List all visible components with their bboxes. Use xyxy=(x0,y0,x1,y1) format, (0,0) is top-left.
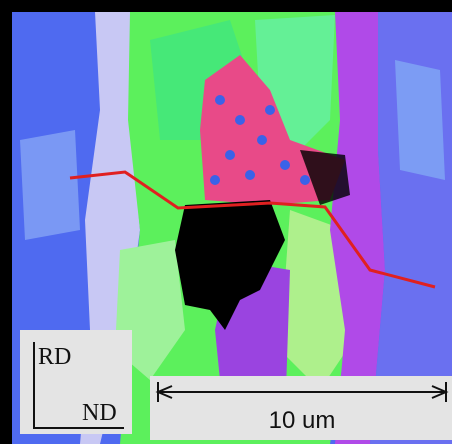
scale-label: 10 um xyxy=(269,407,336,434)
page: RD ND 10 um (() => { const data = JSON.p… xyxy=(0,0,452,444)
rd-label: RD xyxy=(38,344,71,370)
nd-label: ND xyxy=(82,400,117,426)
ebsd-map: RD ND 10 um xyxy=(0,0,452,444)
